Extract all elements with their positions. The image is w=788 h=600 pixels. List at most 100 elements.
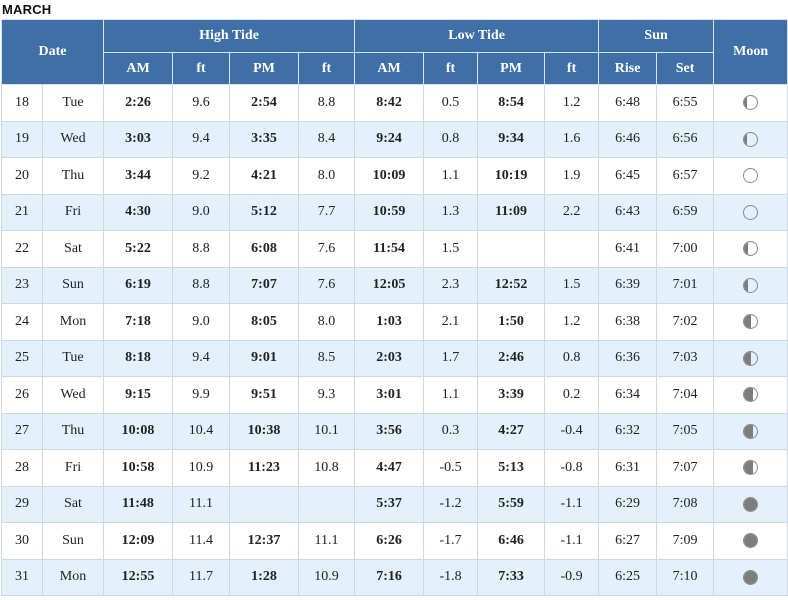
cell-high-am-time: 6:19 bbox=[103, 266, 173, 304]
cell-weekday: Sun bbox=[42, 522, 104, 560]
cell-low-am-time: 5:37 bbox=[354, 485, 425, 523]
cell-high-am-height: 9.4 bbox=[172, 339, 230, 377]
cell-low-pm-time: 7:33 bbox=[477, 558, 546, 596]
cell-high-pm-time: 11:23 bbox=[229, 449, 299, 487]
cell-moon bbox=[713, 230, 788, 268]
cell-sunset: 7:04 bbox=[656, 376, 715, 414]
table-row: 27 Thu 10:08 10.4 10:38 10.1 3:56 0.3 4:27 -0.4 6:… bbox=[1, 412, 788, 450]
cell-low-am-height: 1.7 bbox=[423, 339, 479, 377]
cell-weekday: Fri bbox=[42, 193, 104, 231]
cell-high-am-height: 9.9 bbox=[172, 376, 230, 414]
cell-high-am-time: 5:22 bbox=[103, 230, 173, 268]
moon-phase-icon bbox=[743, 460, 759, 476]
cell-day: 31 bbox=[1, 558, 43, 596]
cell-day: 26 bbox=[1, 376, 43, 414]
cell-day: 27 bbox=[1, 412, 43, 450]
cell-low-am-height: 0.8 bbox=[423, 120, 479, 158]
cell-moon bbox=[713, 84, 788, 122]
cell-high-pm-time: 2:54 bbox=[229, 84, 299, 122]
cell-high-am-height: 9.0 bbox=[172, 303, 230, 341]
cell-weekday: Sat bbox=[42, 485, 104, 523]
table-row: 26 Wed 9:15 9.9 9:51 9.3 3:01 1.1 3:39 0.2 6:34 7:0… bbox=[1, 376, 788, 414]
cell-weekday: Tue bbox=[42, 84, 104, 122]
tide-table: Date High Tide Low Tide Sun Moon AM ft P… bbox=[1, 19, 788, 596]
cell-high-pm-height: 8.0 bbox=[297, 303, 356, 341]
cell-moon bbox=[713, 376, 788, 414]
cell-high-pm-time: 12:37 bbox=[229, 522, 299, 560]
cell-low-pm-time: 1:50 bbox=[477, 303, 546, 341]
cell-high-pm-height: 9.3 bbox=[297, 376, 356, 414]
tide-table-body: 18 Tue 2:26 9.6 2:54 8.8 8:42 0.5 8:54 1.2 6:48 6:5… bbox=[1, 84, 788, 596]
cell-high-am-time: 12:09 bbox=[103, 522, 173, 560]
cell-moon bbox=[713, 558, 788, 596]
cell-low-pm-height: -1.1 bbox=[544, 485, 600, 523]
cell-low-am-height: -0.5 bbox=[423, 449, 479, 487]
cell-low-pm-height: -0.8 bbox=[544, 449, 600, 487]
cell-high-pm-height bbox=[297, 485, 356, 523]
cell-sunrise: 6:25 bbox=[598, 558, 658, 596]
cell-low-am-time: 7:16 bbox=[354, 558, 425, 596]
moon-phase-icon bbox=[743, 204, 759, 220]
cell-day: 19 bbox=[1, 120, 43, 158]
cell-low-am-time: 8:42 bbox=[354, 84, 425, 122]
cell-sunrise: 6:41 bbox=[598, 230, 658, 268]
cell-high-am-time: 7:18 bbox=[103, 303, 173, 341]
cell-high-pm-height: 8.8 bbox=[297, 84, 356, 122]
moon-phase-icon bbox=[743, 496, 759, 512]
cell-sunrise: 6:46 bbox=[598, 120, 658, 158]
cell-low-pm-time: 10:19 bbox=[477, 157, 546, 195]
header-low-am-ft: ft bbox=[423, 52, 479, 85]
cell-high-am-time: 12:55 bbox=[103, 558, 173, 596]
cell-low-am-height: 1.3 bbox=[423, 193, 479, 231]
moon-phase-icon bbox=[743, 241, 759, 257]
cell-moon bbox=[713, 449, 788, 487]
moon-phase-icon bbox=[743, 131, 759, 147]
moon-phase-icon bbox=[743, 387, 759, 403]
cell-sunrise: 6:45 bbox=[598, 157, 658, 195]
cell-low-pm-height: -1.1 bbox=[544, 522, 600, 560]
cell-high-am-time: 8:18 bbox=[103, 339, 173, 377]
cell-high-pm-height: 8.0 bbox=[297, 157, 356, 195]
cell-low-am-height: 0.3 bbox=[423, 412, 479, 450]
cell-sunrise: 6:38 bbox=[598, 303, 658, 341]
cell-weekday: Thu bbox=[42, 157, 104, 195]
cell-high-am-time: 10:58 bbox=[103, 449, 173, 487]
cell-low-pm-time: 9:34 bbox=[477, 120, 546, 158]
cell-high-pm-time: 8:05 bbox=[229, 303, 299, 341]
header-high-am-ft: ft bbox=[172, 52, 230, 85]
cell-moon bbox=[713, 485, 788, 523]
cell-low-am-time: 1:03 bbox=[354, 303, 425, 341]
cell-high-am-time: 9:15 bbox=[103, 376, 173, 414]
header-low-am: AM bbox=[354, 52, 425, 85]
cell-high-am-time: 10:08 bbox=[103, 412, 173, 450]
cell-high-pm-height: 10.9 bbox=[297, 558, 356, 596]
cell-low-am-time: 9:24 bbox=[354, 120, 425, 158]
cell-sunrise: 6:39 bbox=[598, 266, 658, 304]
cell-sunrise: 6:27 bbox=[598, 522, 658, 560]
cell-high-am-time: 4:30 bbox=[103, 193, 173, 231]
cell-high-pm-time: 7:07 bbox=[229, 266, 299, 304]
cell-high-pm-height: 7.6 bbox=[297, 266, 356, 304]
cell-high-pm-height: 7.7 bbox=[297, 193, 356, 231]
cell-low-am-time: 3:56 bbox=[354, 412, 425, 450]
cell-high-am-height: 11.1 bbox=[172, 485, 230, 523]
cell-weekday: Fri bbox=[42, 449, 104, 487]
header-sunset: Set bbox=[656, 52, 715, 85]
cell-low-pm-height: 1.9 bbox=[544, 157, 600, 195]
cell-sunrise: 6:29 bbox=[598, 485, 658, 523]
cell-high-pm-height: 10.1 bbox=[297, 412, 356, 450]
cell-low-am-height: 1.1 bbox=[423, 157, 479, 195]
cell-high-am-height: 8.8 bbox=[172, 266, 230, 304]
cell-high-pm-time: 6:08 bbox=[229, 230, 299, 268]
cell-day: 22 bbox=[1, 230, 43, 268]
cell-low-am-time: 11:54 bbox=[354, 230, 425, 268]
cell-low-pm-time: 5:13 bbox=[477, 449, 546, 487]
cell-high-pm-time: 9:01 bbox=[229, 339, 299, 377]
header-high-pm: PM bbox=[229, 52, 299, 85]
cell-low-pm-time: 11:09 bbox=[477, 193, 546, 231]
cell-low-am-time: 2:03 bbox=[354, 339, 425, 377]
cell-weekday: Sun bbox=[42, 266, 104, 304]
cell-day: 30 bbox=[1, 522, 43, 560]
cell-moon bbox=[713, 120, 788, 158]
cell-weekday: Wed bbox=[42, 376, 104, 414]
